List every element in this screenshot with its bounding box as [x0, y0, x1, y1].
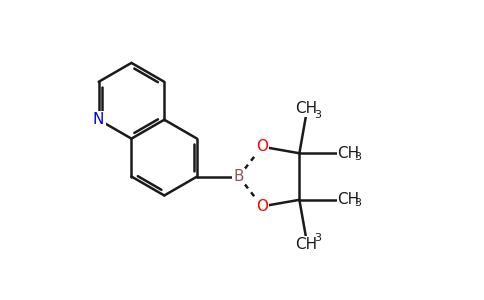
Text: 3: 3 — [314, 233, 321, 244]
Text: CH: CH — [295, 101, 317, 116]
Text: O: O — [256, 199, 268, 214]
Text: 3: 3 — [354, 198, 362, 208]
Text: 3: 3 — [354, 152, 362, 161]
Text: N: N — [93, 112, 105, 127]
Text: CH: CH — [295, 237, 317, 252]
Text: CH: CH — [337, 146, 360, 161]
Text: O: O — [256, 139, 268, 154]
Text: B: B — [233, 169, 244, 184]
Text: CH: CH — [337, 192, 360, 207]
Text: 3: 3 — [314, 110, 321, 120]
